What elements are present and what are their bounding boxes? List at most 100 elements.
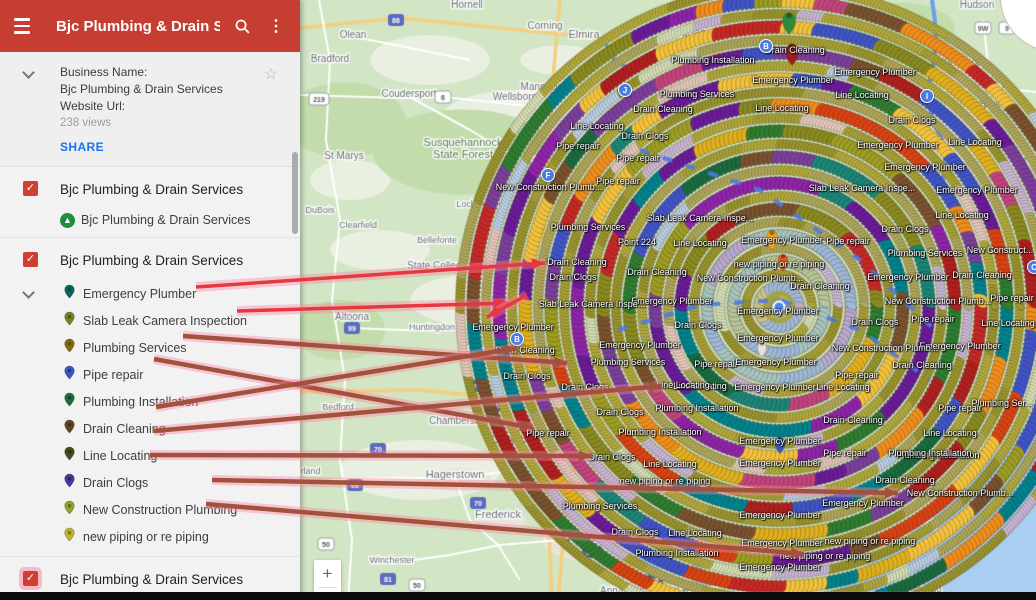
map-marker-label[interactable]: Pipe repair	[596, 176, 640, 186]
map-marker-label[interactable]: Emergency Plumber	[739, 510, 821, 520]
map-marker-label[interactable]: New Construction Plumb...	[831, 343, 939, 353]
map-marker-label[interactable]: Pipe repair	[526, 428, 570, 438]
map-marker-label[interactable]: Plumbing Installation	[888, 448, 972, 458]
legend-item[interactable]: Slab Leak Camera Inspection	[0, 307, 300, 334]
map-marker-label[interactable]: Line Locating	[673, 238, 727, 248]
layer-checkbox[interactable]: ✓	[23, 252, 38, 267]
map-marker-label[interactable]: Line Locating	[981, 318, 1035, 328]
map-marker-label[interactable]: Plumbing Services	[590, 357, 666, 367]
map-marker-label[interactable]: Plumbing Installation	[655, 403, 739, 413]
map-marker-label[interactable]: Emergency Plumber	[867, 272, 949, 282]
map-marker-label[interactable]: Emergency Plumber	[472, 322, 554, 332]
map-letter-marker[interactable]: F	[541, 168, 555, 182]
map-marker-label[interactable]: Line Locating	[948, 137, 1002, 147]
layer-checkbox[interactable]: ✓	[23, 181, 38, 196]
map-marker-label[interactable]: Drain Cleaning	[875, 475, 935, 485]
map-marker-label[interactable]: Line Locating	[755, 103, 809, 113]
map-marker-label[interactable]: Drain Clogs	[503, 371, 551, 381]
map-marker-label[interactable]: New Construct...	[966, 245, 1034, 255]
map-marker-label[interactable]: Plumbing Installation	[896, 450, 980, 460]
map-marker-label[interactable]: Drain Cleaning	[495, 345, 555, 355]
map-letter-marker[interactable]: C	[1027, 260, 1036, 274]
map-marker-label[interactable]: New Construction Plumb...	[495, 182, 603, 192]
menu-icon[interactable]	[12, 16, 32, 36]
map-marker-label[interactable]: Drain Clogs	[561, 382, 609, 392]
legend-item[interactable]: Plumbing Services	[0, 334, 300, 361]
map-marker-label[interactable]: Emergency Plumber	[739, 458, 821, 468]
sidebar-scrollbar[interactable]	[292, 152, 298, 234]
map-marker-label[interactable]: New Construction Plumb...	[696, 273, 804, 283]
map-letter-marker[interactable]: I	[920, 89, 934, 103]
map-marker-label[interactable]: Line Locating	[668, 528, 722, 538]
layer-title[interactable]: Bjc Plumbing & Drain Services	[60, 182, 244, 197]
map-marker-label[interactable]: Pipe repair	[835, 370, 879, 380]
map-marker-label[interactable]: new piping or re piping	[824, 536, 916, 546]
map-marker-label[interactable]: Emergency Plumber	[752, 75, 834, 85]
map-marker-label[interactable]: New Construction Plumb...	[906, 488, 1014, 498]
legend-item[interactable]: Drain Cleaning	[0, 415, 300, 442]
map-marker-label[interactable]: Pipe repair	[826, 236, 870, 246]
star-icon[interactable]: ☆	[263, 66, 278, 83]
map-marker-label[interactable]: Pipe repair	[990, 293, 1034, 303]
map-marker-label[interactable]: Drain Cleaning	[790, 281, 850, 291]
map-marker-label[interactable]: Drain Clogs	[851, 317, 899, 327]
map-marker-label[interactable]: Line Locating	[643, 459, 697, 469]
map-marker-label[interactable]: new piping or re piping	[733, 259, 825, 269]
map-marker-label[interactable]: Emergency Plumber	[631, 296, 713, 306]
map-marker-label[interactable]: Emergency Plumber	[919, 341, 1001, 351]
map-marker-label[interactable]: Emergency Plumber	[936, 185, 1018, 195]
business-list-item[interactable]: ▲ Bjc Plumbing & Drain Services	[0, 209, 300, 231]
map-marker-label[interactable]: Plumbing Ser...	[971, 398, 1033, 408]
map-marker-label[interactable]: Drain Cleaning	[627, 267, 687, 277]
map-marker-label[interactable]: Plumbing Services	[887, 248, 963, 258]
map-marker-label[interactable]: Drain Cleaning	[633, 104, 693, 114]
legend-item[interactable]: Emergency Plumber	[0, 280, 300, 307]
legend-item[interactable]: New Construction Plumbing	[0, 496, 300, 523]
map-marker-label[interactable]: Line Locating	[835, 90, 889, 100]
search-icon[interactable]	[230, 14, 254, 38]
map-marker-label[interactable]: Drain Cleaning	[547, 257, 607, 267]
map-letter-marker[interactable]: J	[618, 83, 632, 97]
map-marker-label[interactable]: Pipe repair	[911, 314, 955, 324]
map-marker-label[interactable]: Plumbing Services	[550, 222, 626, 232]
map-marker-label[interactable]: Slab Leak Camera Inspe...	[646, 213, 754, 223]
map-marker-label[interactable]: Pipe repair	[823, 448, 867, 458]
map-marker-label[interactable]: new piping or re piping	[779, 551, 871, 561]
map-marker-label[interactable]: Emergency Plumber	[735, 357, 817, 367]
map-marker-label[interactable]: Line Locating	[673, 381, 727, 391]
map-marker-label[interactable]: Point 224	[617, 237, 657, 247]
legend-item[interactable]: Plumbing Installation	[0, 388, 300, 415]
map-marker-label[interactable]: Drain Clogs	[549, 272, 597, 282]
map-marker-label[interactable]: Drain Cleaning	[952, 270, 1012, 280]
layer-checkbox[interactable]: ✓	[23, 571, 38, 586]
map-marker-label[interactable]: Drain Cleaning	[892, 360, 952, 370]
map-marker-label[interactable]: Slab Leak Camera Inspe...	[808, 183, 916, 193]
map-marker-label[interactable]: Emergency Plumber	[822, 498, 904, 508]
map-marker-label[interactable]: Plumbing Services	[562, 501, 638, 511]
map-marker-label[interactable]: Slab Leak Camera Inspe...	[538, 299, 646, 309]
map-marker-label[interactable]: Emergency Plumber	[857, 140, 939, 150]
map-marker-label[interactable]: Drain Clogs	[674, 320, 722, 330]
map-marker-label[interactable]: Emergency Plumber	[834, 67, 916, 77]
map-marker-label[interactable]: Pipe repair	[694, 359, 738, 369]
map-marker-label[interactable]: Plumbing Services	[659, 89, 735, 99]
legend-item[interactable]: Drain Clogs	[0, 469, 300, 496]
map-marker-label[interactable]: Line Locating	[923, 428, 977, 438]
map-marker-label[interactable]: Emergency Plumber	[741, 235, 823, 245]
legend-item[interactable]: Line Locating	[0, 442, 300, 469]
map-marker-label[interactable]: Pipe repair	[938, 403, 982, 413]
map-marker-label[interactable]: New Construction Plumb...	[884, 296, 992, 306]
map-marker-label[interactable]: Emergency Plumber	[599, 340, 681, 350]
legend-item[interactable]: new piping or re piping	[0, 523, 300, 550]
map-letter-marker[interactable]: B	[510, 332, 524, 346]
map-marker-label[interactable]: Drain Clogs	[588, 452, 636, 462]
map-marker-label[interactable]: Emergency Plumber	[737, 306, 819, 316]
map-marker-label[interactable]: Pipe repair	[556, 141, 600, 151]
layer-title[interactable]: Bjc Plumbing & Drain Services	[60, 253, 244, 268]
more-options-icon[interactable]: ⋮	[268, 18, 284, 35]
share-button[interactable]: SHARE	[60, 140, 105, 154]
map-marker-label[interactable]: Emergency Plumber	[741, 538, 823, 548]
map-marker-label[interactable]: new piping or re piping	[619, 476, 711, 486]
map-marker-label[interactable]: Line Locating	[656, 380, 710, 390]
map-marker-label[interactable]: Drain Clogs	[611, 527, 659, 537]
